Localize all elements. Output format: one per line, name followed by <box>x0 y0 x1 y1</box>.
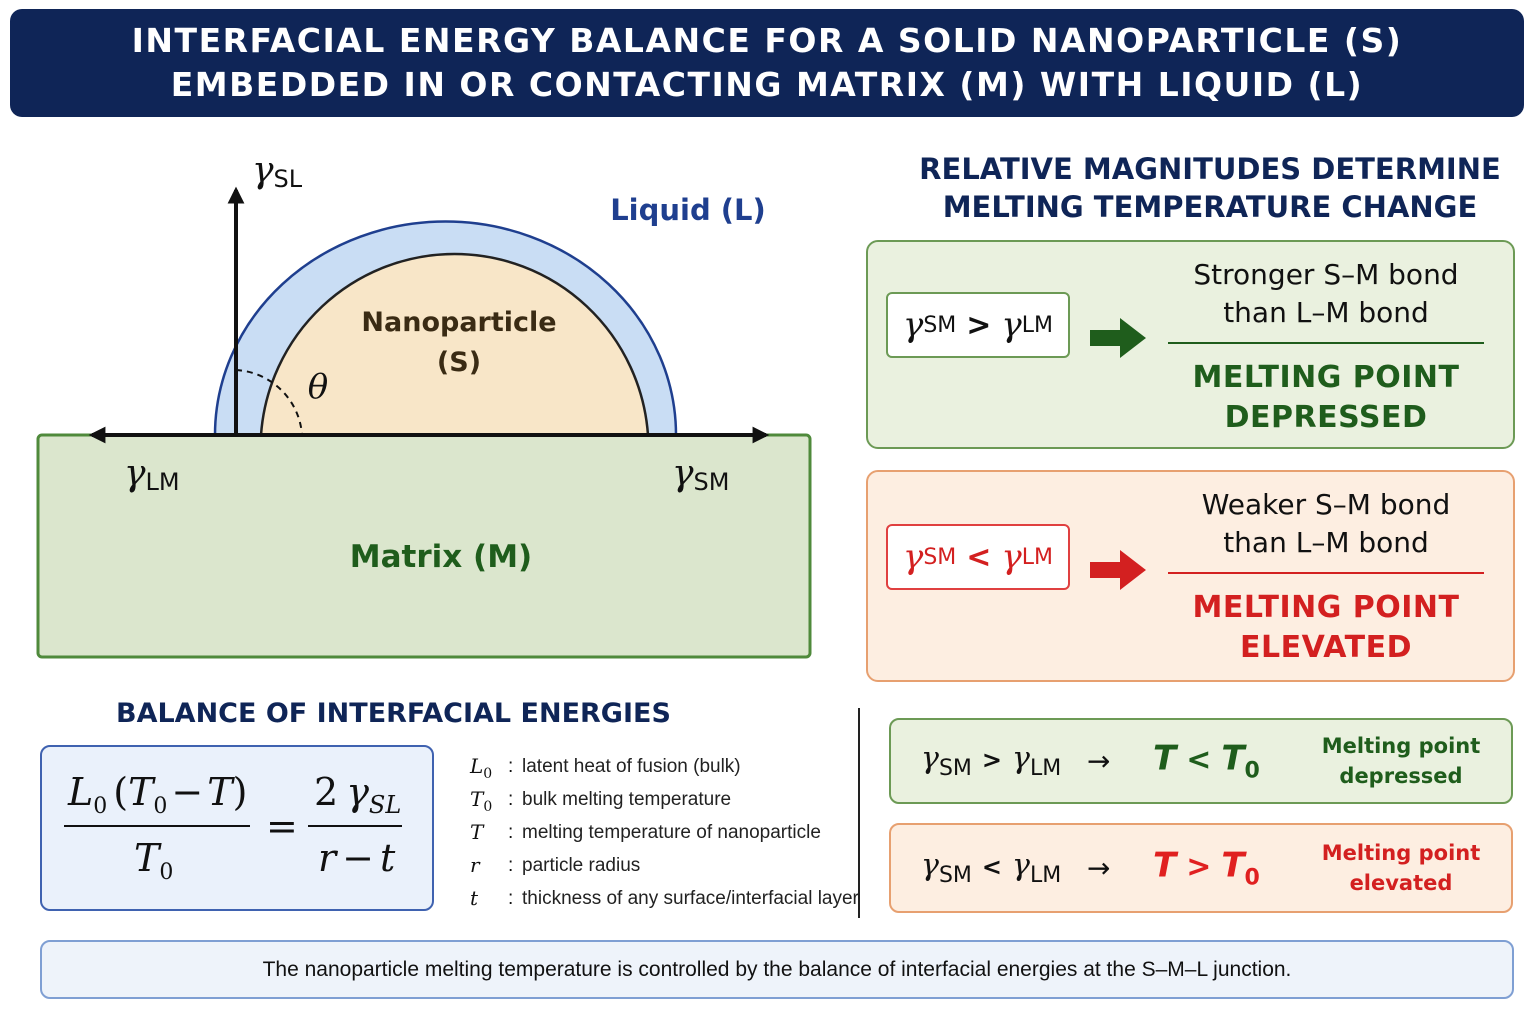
melting-equation: L0 (T0− T) T0 = 2 γSL r − t <box>64 770 402 885</box>
case-less-panel: γ SM < γ LM Weaker S–M bond than L–M bond ME… <box>866 470 1515 682</box>
legend-row: r : particle radius <box>470 853 641 877</box>
case-greater-condition: γ SM > γ LM <box>886 292 1070 358</box>
equation-numerator: L0 (T0− T) <box>67 770 247 819</box>
equation-denominator: T0 <box>134 836 173 885</box>
legend-row: T0 : bulk melting temperature <box>470 787 732 815</box>
contact-angle-arc <box>235 369 303 436</box>
relative-magnitudes-title-line-1: RELATIVE MAGNITUDES DETERMINE <box>919 152 1501 186</box>
summary-condition: γSM > γLM <box>921 741 1062 781</box>
right-arrow-icon <box>1090 550 1146 590</box>
case-greater-outcome-2: DEPRESSED <box>1224 400 1428 435</box>
liquid-label: Liquid (L) <box>610 193 766 227</box>
matrix-label: Matrix (M) <box>350 539 532 575</box>
summary-note: Melting point elevated <box>1321 841 1481 895</box>
gamma-lm-label: γLM <box>124 453 180 496</box>
equation-equals: = <box>266 804 298 848</box>
variable-legend: L0 : latent heat of fusion (bulk) T0 : b… <box>470 750 860 915</box>
legend-row: T : melting temperature of nanoparticle <box>470 820 821 844</box>
relative-magnitudes-title: RELATIVE MAGNITUDES DETERMINE MELTING TE… <box>880 150 1536 226</box>
case-less-divider <box>1168 572 1484 574</box>
case-less-outcome-1: MELTING POINT <box>1192 590 1460 625</box>
legend-row: L0 : latent heat of fusion (bulk) <box>470 754 741 782</box>
case-less-condition: γ SM < γ LM <box>886 524 1070 590</box>
equation-rhs-numerator: 2 γSL <box>314 770 401 819</box>
case-greater-result: Stronger S–M bond than L–M bond MELTING … <box>1168 256 1484 438</box>
case-greater-text-2: than L–M bond <box>1223 296 1429 329</box>
case-greater-divider <box>1168 342 1484 344</box>
gamma-sm-label: γSM <box>672 453 729 496</box>
equation-box: L0 (T0− T) T0 = 2 γSL r − t <box>40 745 434 911</box>
temperature-comparison: T > T0 <box>1153 845 1260 891</box>
gamma-sl-label: γSL <box>252 150 303 193</box>
header-banner: INTERFACIAL ENERGY BALANCE FOR A SOLID N… <box>10 9 1524 117</box>
header-title-line-1: INTERFACIAL ENERGY BALANCE FOR A SOLID N… <box>131 21 1403 60</box>
nanoparticle-label: Nanoparticle <box>361 307 556 338</box>
case-less-result: Weaker S–M bond than L–M bond MELTING PO… <box>1168 486 1484 668</box>
temperature-comparison: T < T0 <box>1153 738 1260 784</box>
equation-rhs-denominator: r − t <box>318 836 396 880</box>
implies-arrow-icon: → <box>1087 851 1111 885</box>
relative-magnitudes-title-line-2: MELTING TEMPERATURE CHANGE <box>942 190 1478 224</box>
implies-arrow-icon: → <box>1087 744 1111 778</box>
case-less-text-2: than L–M bond <box>1223 526 1429 559</box>
nanoparticle-shape <box>259 252 650 437</box>
nanoparticle-label-s: (S) <box>437 347 481 378</box>
summary-note: Melting point depressed <box>1321 734 1481 788</box>
header-title-line-2: EMBEDDED IN OR CONTACTING MATRIX (M) WIT… <box>170 65 1364 104</box>
interface-diagram: γSL Liquid (L) Nanoparticle (S) θ γLM γS… <box>36 150 812 659</box>
summary-row-elevated: γSM < γLM → T > T0 Melting point elevated <box>889 823 1513 913</box>
footer-note: The nanoparticle melting temperature is … <box>40 940 1514 999</box>
case-less-outcome-2: ELEVATED <box>1239 630 1413 665</box>
summary-condition: γSM < γLM <box>921 848 1062 888</box>
legend-row: t : thickness of any surface/interfacial… <box>470 886 859 910</box>
case-less-text-1: Weaker S–M bond <box>1201 488 1451 521</box>
right-arrow-icon <box>1090 318 1146 358</box>
case-greater-outcome-1: MELTING POINT <box>1192 360 1460 395</box>
section-divider <box>858 708 860 918</box>
summary-row-depressed: γSM > γLM → T < T0 Melting point depressed <box>889 718 1513 804</box>
case-greater-panel: γ SM > γ LM Stronger S–M bond than L–M bond … <box>866 240 1515 449</box>
theta-label: θ <box>308 367 328 407</box>
balance-title: BALANCE OF INTERFACIAL ENERGIES <box>116 698 671 729</box>
footer-text: The nanoparticle melting temperature is … <box>262 957 1292 981</box>
case-greater-text-1: Stronger S–M bond <box>1193 258 1459 291</box>
